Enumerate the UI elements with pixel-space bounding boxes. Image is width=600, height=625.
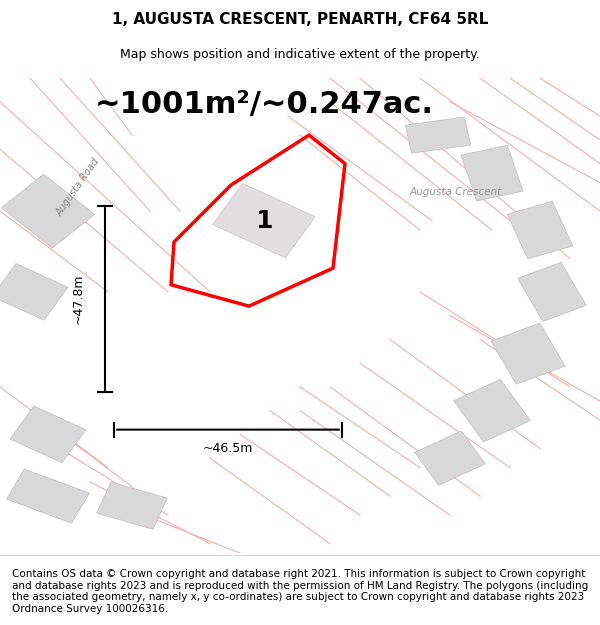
Text: Map shows position and indicative extent of the property.: Map shows position and indicative extent…: [120, 48, 480, 61]
Polygon shape: [491, 323, 565, 384]
Text: Contains OS data © Crown copyright and database right 2021. This information is : Contains OS data © Crown copyright and d…: [12, 569, 588, 614]
Polygon shape: [0, 264, 68, 320]
Polygon shape: [415, 431, 485, 485]
Polygon shape: [406, 117, 470, 153]
Text: 1, AUGUSTA CRESCENT, PENARTH, CF64 5RL: 1, AUGUSTA CRESCENT, PENARTH, CF64 5RL: [112, 12, 488, 27]
Polygon shape: [518, 262, 586, 321]
Text: ~46.5m: ~46.5m: [203, 442, 253, 455]
Text: Augusta Crescent: Augusta Crescent: [410, 187, 502, 197]
Polygon shape: [1, 174, 95, 248]
Text: ~1001m²/~0.247ac.: ~1001m²/~0.247ac.: [95, 90, 433, 119]
Polygon shape: [461, 145, 523, 201]
Text: ~47.8m: ~47.8m: [71, 274, 85, 324]
Text: 1: 1: [255, 209, 273, 232]
Polygon shape: [507, 201, 573, 259]
Polygon shape: [7, 469, 89, 523]
Polygon shape: [454, 379, 530, 442]
Polygon shape: [97, 482, 167, 529]
Text: Augusta Road: Augusta Road: [55, 156, 101, 218]
Polygon shape: [10, 406, 86, 462]
Polygon shape: [212, 183, 316, 258]
